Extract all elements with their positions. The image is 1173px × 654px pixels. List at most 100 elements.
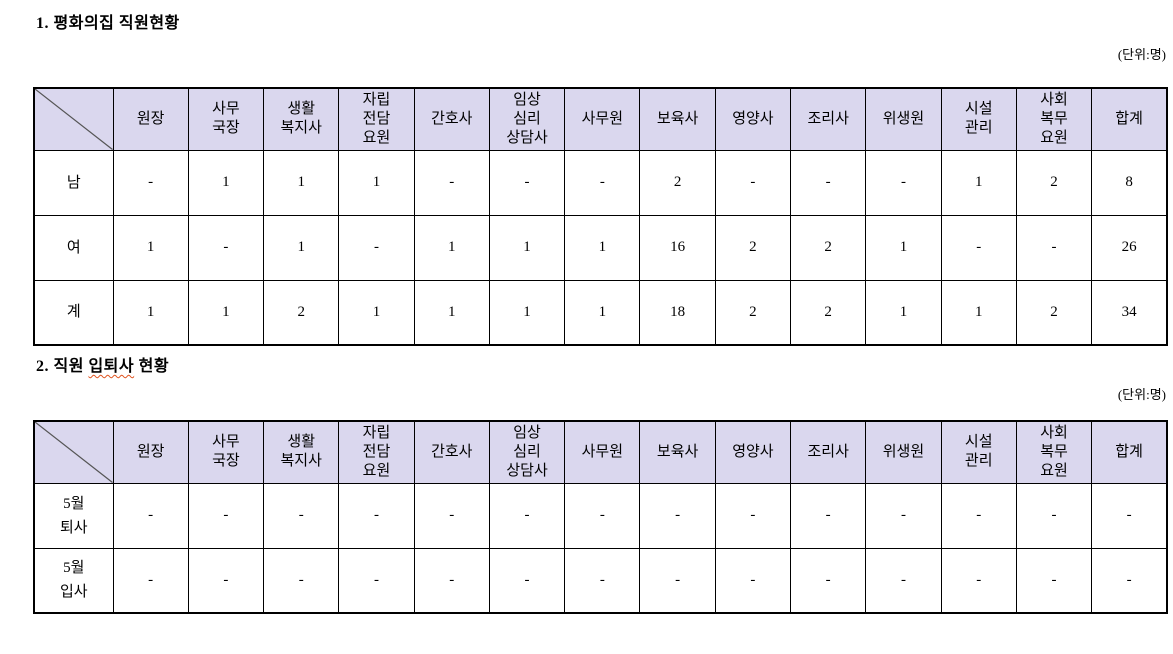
data-cell: - [639,547,716,614]
data-cell: 8 [1091,149,1168,216]
data-cell: - [488,149,566,216]
data-cell: 1 [187,279,265,346]
section-2-title-suffix: 현황 [134,358,170,375]
data-cell: 16 [639,214,716,281]
data-cell: - [187,547,265,614]
diagonal-line [35,89,113,150]
data-cell: - [263,547,340,614]
table-row: 계 1 1 2 1 1 1 1 18 2 2 1 1 2 34 [33,279,1168,346]
monthly-hire-exit-table: 원장 사무 국장 생활 복지사 자립 전담 요원 간호사 임상 심리 상담사 사무원 보육사 영… [33,420,1168,614]
staff-status-table: 원장 사무 국장 생활 복지사 자립 전담 요원 간호사 임상 심리 상담사 사무원 보육사 영… [33,87,1168,346]
header-row: 원장 사무 국장 생활 복지사 자립 전담 요원 간호사 임상 심리 상담사 사무원 보육사 영… [33,420,1168,484]
data-cell: 2 [1015,149,1093,216]
data-cell: - [1015,547,1093,614]
column-header: 간호사 [413,87,490,151]
column-header: 합계 [1091,420,1168,484]
column-header: 조리사 [790,87,867,151]
section-2-title: 2. 직원 입퇴사 현황 [36,358,1173,376]
column-header: 간호사 [413,420,490,484]
data-cell: - [940,482,1017,549]
column-header: 사무 국장 [187,420,265,484]
column-header: 사무원 [564,420,641,484]
column-header: 생활 복지사 [263,420,340,484]
data-cell: 1 [488,279,566,346]
column-header: 보육사 [639,87,716,151]
data-cell: 2 [263,279,340,346]
data-cell: - [1091,482,1168,549]
column-header: 시설 관리 [940,420,1017,484]
data-cell: 1 [564,279,641,346]
row-label: 남 [33,149,114,216]
diagonal-corner-cell [33,87,114,151]
data-cell: - [488,482,566,549]
data-cell: - [413,547,490,614]
data-cell: 2 [790,279,867,346]
table-row: 5월 퇴사 - - - - - - - - - - - - - - [33,482,1168,549]
data-cell: - [564,482,641,549]
data-cell: - [1091,547,1168,614]
data-cell: 2 [639,149,716,216]
document-page: 1. 평화의집 직원현황 (단위:명) 원장 사무 국장 생활 복지사 자립 전담 요… [0,15,1173,614]
column-header: 임상 심리 상담사 [488,420,566,484]
data-cell: - [940,547,1017,614]
data-cell: - [413,149,490,216]
row-label: 5월 퇴사 [33,482,114,549]
column-header: 임상 심리 상담사 [488,87,566,151]
data-cell: 18 [639,279,716,346]
column-header: 사무 국장 [187,87,265,151]
diagonal-corner-cell [33,420,114,484]
diagonal-line [35,422,113,483]
data-cell: 2 [790,214,867,281]
data-cell: 34 [1091,279,1168,346]
column-header: 생활 복지사 [263,87,340,151]
data-cell: 1 [488,214,566,281]
column-header: 자립 전담 요원 [338,420,415,484]
data-cell: 1 [940,279,1017,346]
data-cell: - [338,547,415,614]
data-cell: - [940,214,1017,281]
unit-label-row-2: (단위:명) [33,386,1166,404]
column-header: 영양사 [714,420,792,484]
data-cell: 1 [865,214,942,281]
data-cell: 1 [413,279,490,346]
data-cell: - [488,547,566,614]
data-cell: 1 [338,149,415,216]
data-cell: - [1015,482,1093,549]
unit-label-row-1: (단위:명) [33,46,1166,64]
data-cell: - [714,482,792,549]
data-cell: - [112,149,189,216]
data-cell: - [187,214,265,281]
column-header: 위생원 [865,87,942,151]
row-label: 여 [33,214,114,281]
data-cell: - [714,149,792,216]
data-cell: 1 [112,279,189,346]
data-cell: - [112,547,189,614]
data-cell: 1 [187,149,265,216]
column-header: 사무원 [564,87,641,151]
data-cell: 2 [1015,279,1093,346]
section-1-title: 1. 평화의집 직원현황 [36,15,180,32]
row-label: 계 [33,279,114,346]
column-header: 조리사 [790,420,867,484]
data-cell: 1 [940,149,1017,216]
data-cell: - [790,149,867,216]
column-header: 사회 복무 요원 [1015,87,1093,151]
data-cell: 1 [263,214,340,281]
data-cell: - [790,547,867,614]
data-cell: - [564,149,641,216]
data-cell: - [639,482,716,549]
data-cell: - [112,482,189,549]
data-cell: 1 [413,214,490,281]
data-cell: - [714,547,792,614]
data-cell: - [338,482,415,549]
column-header: 원장 [112,420,189,484]
table-row: 여 1-1-1 1 1 16 2 2 1- -26 [33,214,1168,281]
column-header: 합계 [1091,87,1168,151]
section-2-title-prefix: 2. 직원 [36,358,89,375]
column-header: 자립 전담 요원 [338,87,415,151]
data-cell: - [187,482,265,549]
data-cell: - [263,482,340,549]
column-header: 위생원 [865,420,942,484]
column-header: 보육사 [639,420,716,484]
